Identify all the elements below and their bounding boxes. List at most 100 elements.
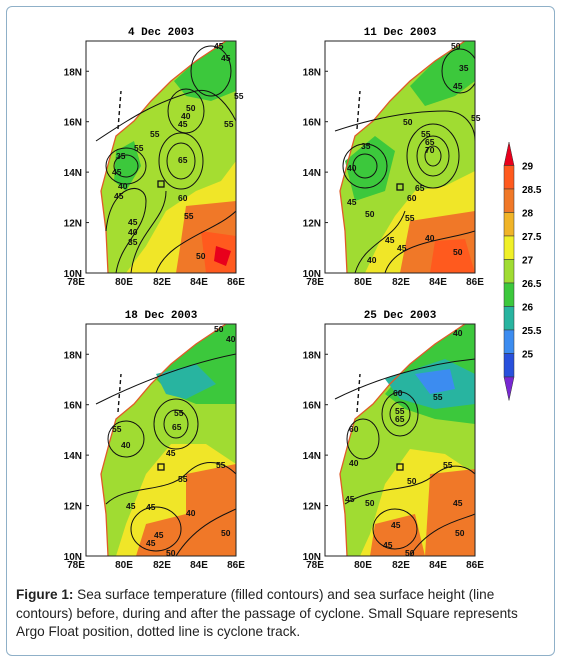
ssh-label: 45: [114, 191, 124, 201]
lat-tick-label: 10N: [303, 269, 321, 280]
ssh-label: 40: [425, 233, 435, 243]
lat-tick-label: 16N: [64, 401, 82, 412]
ssh-label: 50: [403, 117, 413, 127]
ssh-label: 50: [365, 498, 375, 508]
lon-tick-label: 84E: [190, 560, 208, 571]
ssh-label: 55: [112, 424, 122, 434]
ssh-label: 55: [395, 406, 405, 416]
lat-tick-label: 14N: [303, 168, 321, 179]
lat-tick-label: 10N: [303, 552, 321, 563]
ssh-label: 40: [128, 227, 138, 237]
panel-title: 4 Dec 2003: [128, 27, 194, 39]
colorbar-label: 27: [522, 256, 534, 267]
lon-tick-label: 78E: [67, 277, 85, 288]
lon-tick-label: 80E: [354, 560, 372, 571]
lat-tick-label: 14N: [303, 451, 321, 462]
panel-title: 18 Dec 2003: [125, 310, 198, 322]
panel-4-dec: 45 45 50 40 45 55 55 65 55 60 40 55 45 4…: [85, 27, 244, 274]
ssh-label: 40: [453, 328, 463, 338]
figure-panels: 45 45 50 40 45 55 55 65 55 60 40 55 45 4…: [64, 27, 542, 571]
colorbar-label: 25: [522, 350, 534, 361]
ssh-label: 50: [186, 103, 196, 113]
lat-tick-label: 18N: [303, 350, 321, 361]
ssh-label: 35: [116, 151, 126, 161]
ssh-label: 35: [361, 141, 371, 151]
lon-tick-label: 86E: [466, 560, 484, 571]
ssh-label: 65: [425, 137, 435, 147]
ssh-label: 55: [216, 460, 226, 470]
ssh-label: 45: [126, 501, 136, 511]
ssh-label: 45: [345, 494, 355, 504]
lon-tick-label: 80E: [354, 277, 372, 288]
ssh-label: 40: [181, 111, 191, 121]
lon-tick-label: 86E: [466, 277, 484, 288]
colorbar-swatch: [503, 329, 515, 354]
colorbar-label: 26.5: [522, 279, 542, 290]
ssh-label: 70: [425, 145, 435, 155]
colorbar-label: 28.5: [522, 185, 542, 196]
colorbar-label: 25.5: [522, 326, 542, 337]
lon-tick-label: 82E: [153, 560, 171, 571]
ssh-label: 45: [146, 502, 156, 512]
colorbar-swatch: [503, 259, 515, 284]
lon-tick-label: 78E: [67, 560, 85, 571]
ssh-label: 55: [234, 91, 244, 101]
lat-tick-label: 14N: [64, 451, 82, 462]
ssh-label: 65: [178, 155, 188, 165]
ssh-label: 45: [214, 41, 224, 51]
ssh-label: 35: [459, 63, 469, 73]
lat-tick-label: 14N: [64, 168, 82, 179]
ssh-label: 35: [128, 237, 138, 247]
ssh-label: 55: [224, 119, 234, 129]
ssh-label: 60: [349, 424, 359, 434]
ssh-label: 60: [178, 193, 188, 203]
lon-tick-label: 84E: [429, 277, 447, 288]
ssh-label: 55: [150, 129, 160, 139]
lat-tick-label: 18N: [64, 67, 82, 78]
ssh-label: 45: [154, 530, 164, 540]
ssh-label: 55: [134, 143, 144, 153]
panel-title: 11 Dec 2003: [364, 27, 437, 39]
caption-text: Sea surface temperature (filled contours…: [16, 587, 518, 639]
lat-tick-label: 16N: [303, 401, 321, 412]
lon-tick-label: 82E: [392, 560, 410, 571]
ssh-label: 65: [395, 414, 405, 424]
ssh-label: 40: [121, 440, 131, 450]
ssh-label: 55: [421, 129, 431, 139]
figure-caption: Figure 1: Sea surface temperature (fille…: [16, 586, 548, 642]
lon-tick-label: 84E: [190, 277, 208, 288]
ssh-label: 50: [451, 41, 461, 51]
ssh-label: 65: [172, 422, 182, 432]
ssh-label: 40: [349, 458, 359, 468]
lat-tick-label: 18N: [303, 67, 321, 78]
ssh-label: 40: [226, 334, 236, 344]
colorbar-label: 28: [522, 209, 534, 220]
ssh-label: 55: [471, 113, 481, 123]
ssh-label: 45: [347, 197, 357, 207]
colorbar-swatch: [503, 353, 515, 378]
ssh-label: 55: [178, 474, 188, 484]
ssh-label: 50: [405, 548, 415, 558]
colorbar-swatch: [503, 306, 515, 331]
ssh-label: 50: [214, 324, 224, 334]
ssh-label: 45: [453, 81, 463, 91]
panel-25-dec: 40 60 55 65 55 60 40 50 45 50 55 45 45 5…: [324, 310, 476, 558]
lon-tick-label: 78E: [306, 560, 324, 571]
colorbar-label: 29: [522, 162, 534, 173]
lon-tick-label: 84E: [429, 560, 447, 571]
ssh-label: 45: [397, 243, 407, 253]
panel-11-dec: 50 35 45 50 55 65 70 65 60 35 40 45 50 5…: [324, 27, 481, 274]
ssh-label: 45: [391, 520, 401, 530]
ssh-label: 45: [383, 540, 393, 550]
lat-tick-label: 12N: [64, 502, 82, 513]
ssh-label: 50: [365, 209, 375, 219]
colorbar-swatch: [503, 165, 515, 190]
colorbar-swatch: [503, 235, 515, 260]
colorbar-swatch: [503, 282, 515, 307]
ssh-label: 60: [407, 193, 417, 203]
ssh-label: 55: [184, 211, 194, 221]
ssh-label: 40: [118, 181, 128, 191]
ssh-label: 45: [166, 448, 176, 458]
lat-tick-label: 12N: [64, 219, 82, 230]
ssh-label: 55: [443, 460, 453, 470]
